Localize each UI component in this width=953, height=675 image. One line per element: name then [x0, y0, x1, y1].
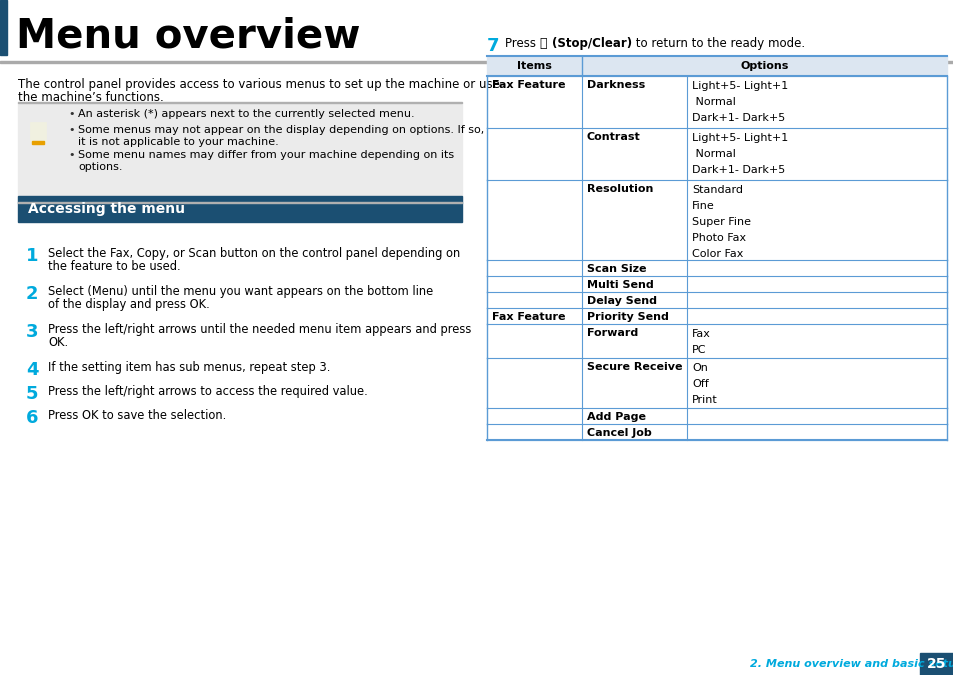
Text: Normal: Normal [691, 97, 735, 107]
Text: Priority Send: Priority Send [586, 312, 668, 322]
Text: 2. Menu overview and basic setup: 2. Menu overview and basic setup [749, 659, 953, 669]
Text: Menu overview: Menu overview [16, 16, 360, 56]
Bar [18, 101, 461, 103]
Text: Options: Options [740, 61, 788, 71]
Text: Select the Fax, Copy, or Scan button on the control panel depending on: Select the Fax, Copy, or Scan button on … [48, 247, 459, 260]
Text: it is not applicable to your machine.: it is not applicable to your machine. [78, 137, 278, 147]
Text: An asterisk (*) appears next to the currently selected menu.: An asterisk (*) appears next to the curr… [78, 109, 415, 119]
Text: Press OK to save the selection.: Press OK to save the selection. [48, 409, 226, 422]
Text: 4: 4 [26, 361, 38, 379]
Text: 6: 6 [26, 409, 38, 427]
Text: Super Fine: Super Fine [691, 217, 750, 227]
Text: Scan Size: Scan Size [586, 264, 646, 274]
Text: Cancel Job: Cancel Job [586, 428, 651, 438]
Text: Accessing the menu: Accessing the menu [28, 202, 185, 216]
Text: 7: 7 [486, 37, 499, 55]
Text: options.: options. [78, 162, 122, 172]
Bar [18, 196, 461, 222]
Text: to return to the ready mode.: to return to the ready mode. [631, 37, 804, 50]
Text: of the display and press OK.: of the display and press OK. [48, 298, 210, 311]
Text: The control panel provides access to various menus to set up the machine or use: The control panel provides access to var… [18, 78, 499, 91]
Text: 2: 2 [26, 285, 38, 303]
Text: Contrast: Contrast [586, 132, 640, 142]
Text: 25: 25 [926, 657, 945, 671]
Text: Fine: Fine [691, 201, 714, 211]
Text: Light+5- Light+1: Light+5- Light+1 [691, 81, 787, 91]
Text: Add Page: Add Page [586, 412, 645, 422]
Text: Some menus may not appear on the display depending on options. If so,: Some menus may not appear on the display… [78, 125, 484, 135]
Text: Dark+1- Dark+5: Dark+1- Dark+5 [691, 113, 784, 123]
Text: •: • [68, 150, 74, 160]
Text: OK.: OK. [48, 336, 68, 349]
Text: Resolution: Resolution [586, 184, 653, 194]
Text: Fax Feature: Fax Feature [492, 312, 565, 322]
Text: Press the left/right arrows until the needed menu item appears and press: Press the left/right arrows until the ne… [48, 323, 471, 336]
Text: Standard: Standard [691, 185, 742, 195]
Text: Photo Fax: Photo Fax [691, 233, 745, 243]
Text: If the setting item has sub menus, repeat step 3.: If the setting item has sub menus, repea… [48, 361, 330, 374]
Text: •: • [68, 109, 74, 119]
Text: (Stop/Clear): (Stop/Clear) [552, 37, 632, 50]
Bar [30, 122, 46, 142]
Text: Some menu names may differ from your machine depending on its: Some menu names may differ from your mac… [78, 150, 454, 160]
Text: the machine’s functions.: the machine’s functions. [18, 91, 164, 104]
Bar [18, 103, 461, 203]
Text: Multi Send: Multi Send [586, 280, 653, 290]
Text: 5: 5 [26, 385, 38, 403]
Text: Dark+1- Dark+5: Dark+1- Dark+5 [691, 165, 784, 175]
Text: Press: Press [504, 37, 539, 50]
Text: Secure Receive: Secure Receive [586, 362, 681, 372]
Text: •: • [68, 125, 74, 135]
Text: Off: Off [691, 379, 708, 389]
Text: Fax Feature: Fax Feature [492, 80, 565, 90]
Bar [0, 0, 7, 55]
Text: Print: Print [691, 395, 717, 405]
Text: Forward: Forward [586, 328, 638, 338]
Text: Press the left/right arrows to access the required value.: Press the left/right arrows to access th… [48, 385, 367, 398]
Text: On: On [691, 363, 707, 373]
Bar [0, 653, 953, 675]
Text: 1: 1 [26, 247, 38, 265]
Text: PC: PC [691, 345, 706, 355]
Text: Normal: Normal [691, 149, 735, 159]
Bar [0, 61, 953, 63]
Text: Fax: Fax [691, 329, 710, 339]
Text: Darkness: Darkness [586, 80, 644, 90]
Text: Color Fax: Color Fax [691, 249, 742, 259]
Text: Light+5- Light+1: Light+5- Light+1 [691, 133, 787, 143]
Text: Select (Menu) until the menu you want appears on the bottom line: Select (Menu) until the menu you want ap… [48, 285, 433, 298]
Bar [919, 653, 953, 675]
Text: the feature to be used.: the feature to be used. [48, 260, 180, 273]
Text: 3: 3 [26, 323, 38, 341]
Bar [32, 141, 44, 144]
Text: Items: Items [517, 61, 552, 71]
Bar [486, 56, 946, 76]
Text: ⓧ: ⓧ [538, 37, 546, 50]
Bar [18, 202, 461, 203]
Text: Delay Send: Delay Send [586, 296, 657, 306]
